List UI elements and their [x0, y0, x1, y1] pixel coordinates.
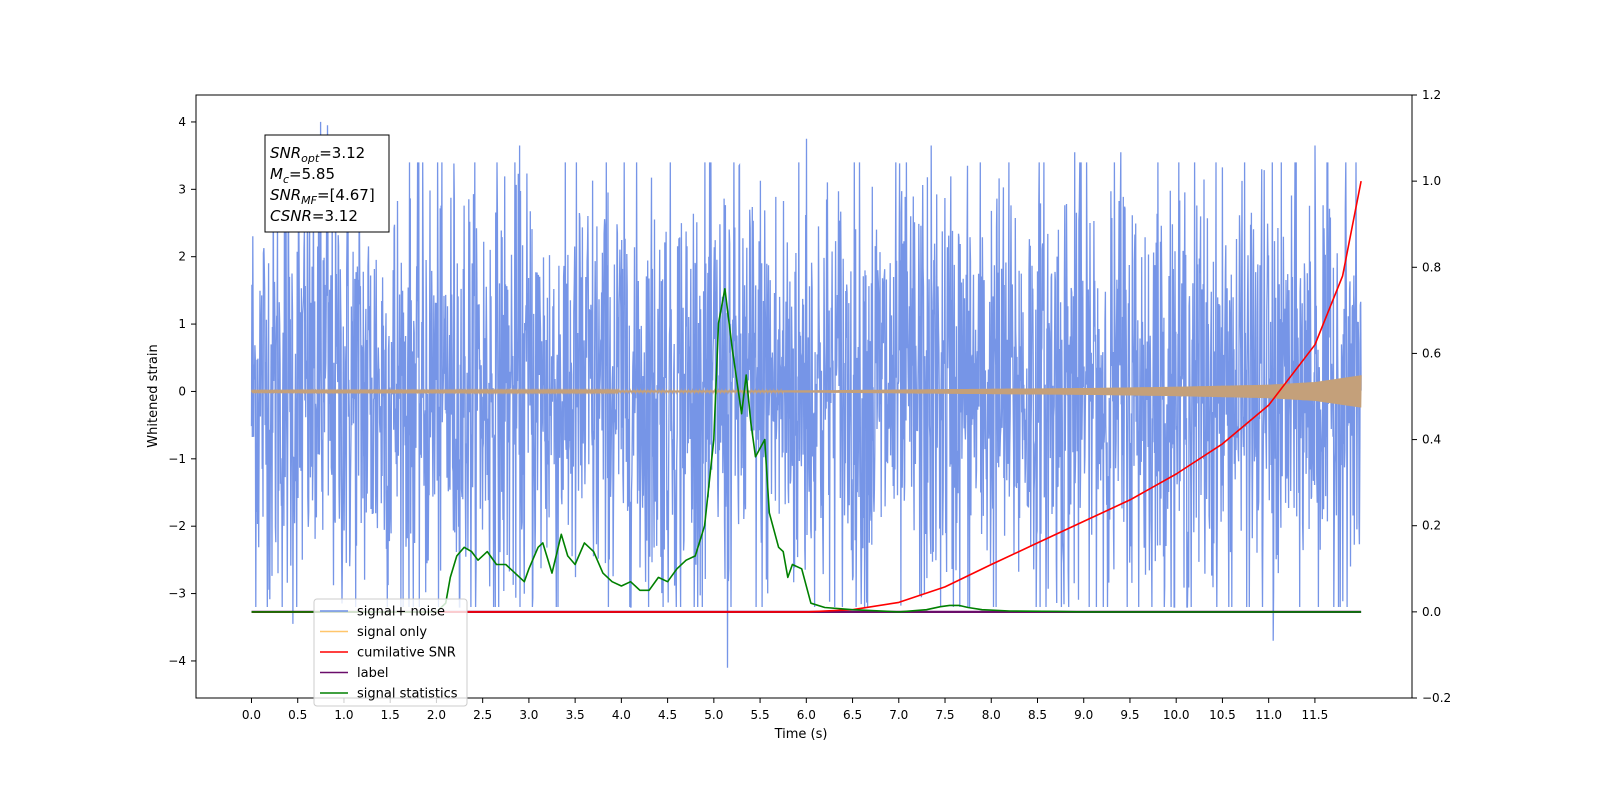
y2-tick-label: 1.2 [1422, 88, 1441, 102]
y2-tick-label: 0.6 [1422, 346, 1441, 360]
series-cumulative-snr-line [251, 180, 1362, 613]
y2-tick-label: 1.0 [1422, 174, 1441, 188]
series-signal-only-line [250, 375, 1362, 408]
x-tick-label: 7.0 [889, 708, 908, 722]
y2-tick-label: 0.8 [1422, 260, 1441, 274]
x-tick-label: 3.5 [566, 708, 585, 722]
y-axis-label: Whitened strain [146, 344, 161, 447]
y-axis-right: 1.2 1.0 0.8 0.6 0.4 0.2 0.0 −0.2 [1412, 88, 1451, 705]
plot-frame [195, 94, 1413, 699]
x-tick-label: 0.5 [288, 708, 307, 722]
legend: signal+ noise signal only cumilative SNR la… [313, 598, 468, 707]
x-tick-label: 4.0 [612, 708, 631, 722]
x-tick-label: 5.0 [704, 708, 723, 722]
x-tick-label: 4.5 [658, 708, 677, 722]
legend-label: cumilative SNR [357, 646, 456, 661]
legend-label: signal statistics [357, 687, 458, 702]
x-tick-label: 6.0 [797, 708, 816, 722]
x-tick-label: 8.5 [1028, 708, 1047, 722]
annotation-frame [264, 134, 390, 233]
x-tick-label: 1.5 [381, 708, 400, 722]
x-tick-label: 7.5 [935, 708, 954, 722]
x-tick-label: 11.5 [1302, 708, 1329, 722]
y2-tick-label: −0.2 [1422, 691, 1451, 705]
legend-label: label [357, 666, 388, 681]
y-tick-label: −3 [168, 587, 186, 601]
y2-tick-label: 0.0 [1422, 605, 1441, 619]
x-tick-label: 3.0 [519, 708, 538, 722]
y-tick-label: −1 [168, 452, 186, 466]
series-signal-noise-line [250, 121, 1362, 668]
annotation-line: SNRMF=[4.67] [270, 186, 375, 207]
x-tick-label: 8.0 [982, 708, 1001, 722]
y2-tick-label: 0.2 [1422, 519, 1441, 533]
x-axis: 0.0 0.5 1.0 1.5 2.0 2.5 3.0 3.5 4.0 4.5 5.0 5.5 6.0 6… [242, 698, 1328, 722]
y-tick-label: 0 [178, 384, 186, 398]
x-tick-label: 1.0 [334, 708, 353, 722]
x-tick-label: 5.5 [751, 708, 770, 722]
plot-area [250, 121, 1362, 668]
x-tick-label: 6.5 [843, 708, 862, 722]
x-tick-label: 9.5 [1120, 708, 1139, 722]
y-tick-label: 4 [178, 115, 186, 129]
y2-tick-label: 0.4 [1422, 433, 1441, 447]
y-axis-left: 4 3 2 1 0 −1 −2 −3 −4 [168, 115, 196, 668]
legend-label: signal only [357, 625, 427, 640]
legend-label: signal+ noise [357, 605, 445, 620]
series-signal-statistics-line [251, 288, 1362, 613]
y-tick-label: −2 [168, 519, 186, 533]
x-tick-label: 10.5 [1209, 708, 1236, 722]
x-tick-label: 2.0 [427, 708, 446, 722]
annotation-line: SNRopt=3.12 [270, 144, 365, 165]
x-tick-label: 9.0 [1074, 708, 1093, 722]
annotation-line: CSNR=3.12 [270, 207, 358, 225]
x-axis-label: Time (s) [774, 727, 828, 742]
annotation-line: Mc=5.85 [270, 165, 335, 186]
x-tick-label: 10.0 [1163, 708, 1190, 722]
y-tick-label: 3 [178, 182, 186, 196]
x-tick-label: 2.5 [473, 708, 492, 722]
y-tick-label: −4 [168, 654, 186, 668]
x-tick-label: 11.0 [1255, 708, 1282, 722]
y-tick-label: 1 [178, 317, 186, 331]
y-tick-label: 2 [178, 250, 186, 264]
x-tick-label: 0.0 [242, 708, 261, 722]
legend-frame [313, 598, 468, 707]
